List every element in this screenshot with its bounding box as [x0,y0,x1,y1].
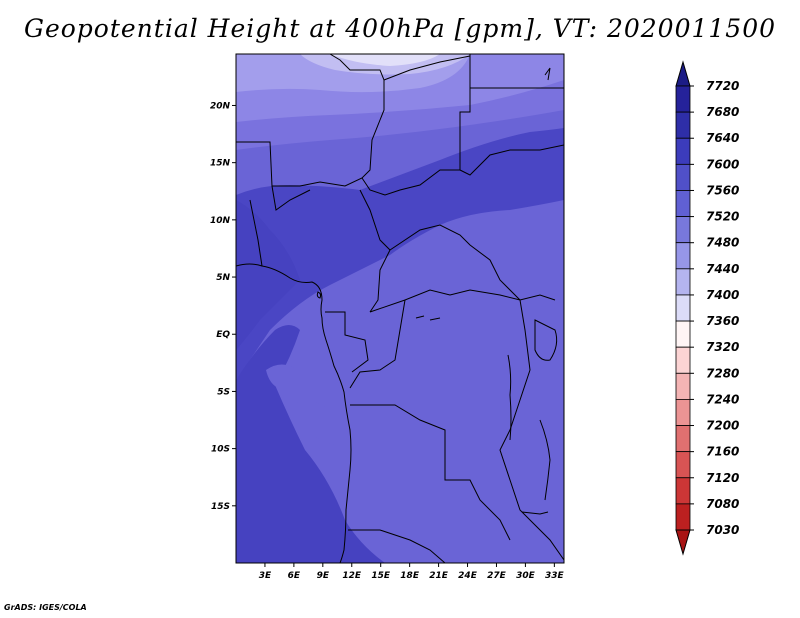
colorbar-swatch [675,137,691,165]
map-title: Geopotential Height at 400hPa [gpm], VT:… [23,14,777,43]
nigeria-west-border [249,199,263,267]
colorbar-swatch [675,111,691,139]
colorbar-swatch [675,346,691,374]
colorbar-bottom-arrow [675,529,691,556]
colorbar-label: 7320 [706,340,739,354]
colorbar-label: 7520 [706,210,739,224]
colorbar-swatch [675,425,691,453]
colorbar-swatch [675,85,691,113]
lon-label: 30E [516,571,536,581]
lon-label: 12E [342,571,362,581]
grads-credit: GrADS: IGES/COLA [4,603,87,612]
colorbar-label: 7440 [706,262,739,276]
lon-label: 24E [458,571,478,581]
colorbar-swatch [675,503,691,531]
colorbar-label: 7640 [706,131,739,145]
lon-label: 9E [317,571,330,581]
lake-malawi [539,419,551,501]
colorbar-swatch [675,268,691,296]
lat-label: EQ [216,330,230,340]
lon-label: 21E [429,571,449,581]
colorbar: 7720 7680 7640 7600 7560 7520 7480 7440 7400 7360… [675,60,739,556]
lon-label: 15E [371,571,391,581]
contour-fill [236,54,564,563]
colorbar-swatch [675,190,691,217]
coastlines-borders [236,54,564,563]
colorbar-swatch [675,451,691,479]
colorbar-label: 7720 [706,79,739,93]
colorbar-swatch [675,294,691,322]
colorbar-label: 7160 [706,445,739,459]
lon-label: 27E [487,571,507,581]
colorbar-label: 7600 [706,157,739,171]
colorbar-swatch [675,216,691,244]
sahel-border [236,54,385,187]
colorbar-swatch [675,372,691,400]
lat-label: 15N [210,159,231,169]
colorbar-label: 7480 [706,236,739,250]
atlantic-coastline [236,263,352,563]
lat-label: 10S [211,445,230,455]
great-lakes-border [499,299,564,561]
latitude-axis: 20N 15N 10N 5N EQ 5S 10S 15S [210,101,236,512]
colorbar-label: 7200 [706,419,739,433]
lon-label: 33E [545,571,565,581]
lon-label: 6E [288,571,301,581]
colorbar-top-arrow [675,60,691,87]
colorbar-swatch [675,399,691,426]
colorbar-swatch [675,242,691,270]
lat-label: 5N [216,273,230,283]
lat-label: 10N [210,216,231,226]
colorbar-swatch [675,477,691,505]
lon-label: 3E [259,571,272,581]
colorbar-label: 7560 [706,183,739,197]
lake-victoria [534,319,558,361]
map-frame [235,53,565,564]
colorbar-swatch [675,320,691,348]
colorbar-label: 7400 [706,288,739,302]
colorbar-label: 7240 [706,392,739,406]
colorbar-label: 7120 [706,471,739,485]
colorbar-label: 7360 [706,314,739,328]
lat-label: 20N [210,101,231,111]
congo-border [349,299,406,389]
chad-border [361,54,471,196]
lat-label: 5S [217,387,230,397]
contour-7600-band [236,128,564,380]
lat-label: 15S [211,502,230,512]
lake-tanganyika [507,354,512,441]
colorbar-label: 7030 [706,523,739,537]
longitude-axis: 3E 6E 9E 12E 15E 18E 21E 24E 27E 30E 33E [259,563,565,581]
lon-label: 18E [400,571,420,581]
colorbar-swatch [675,163,691,191]
colorbar-label: 7080 [706,497,739,511]
colorbar-label: 7280 [706,366,739,380]
contour-7360-band [330,54,440,66]
angola-border [350,404,511,541]
colorbar-label: 7680 [706,105,739,119]
car-border [389,224,521,301]
